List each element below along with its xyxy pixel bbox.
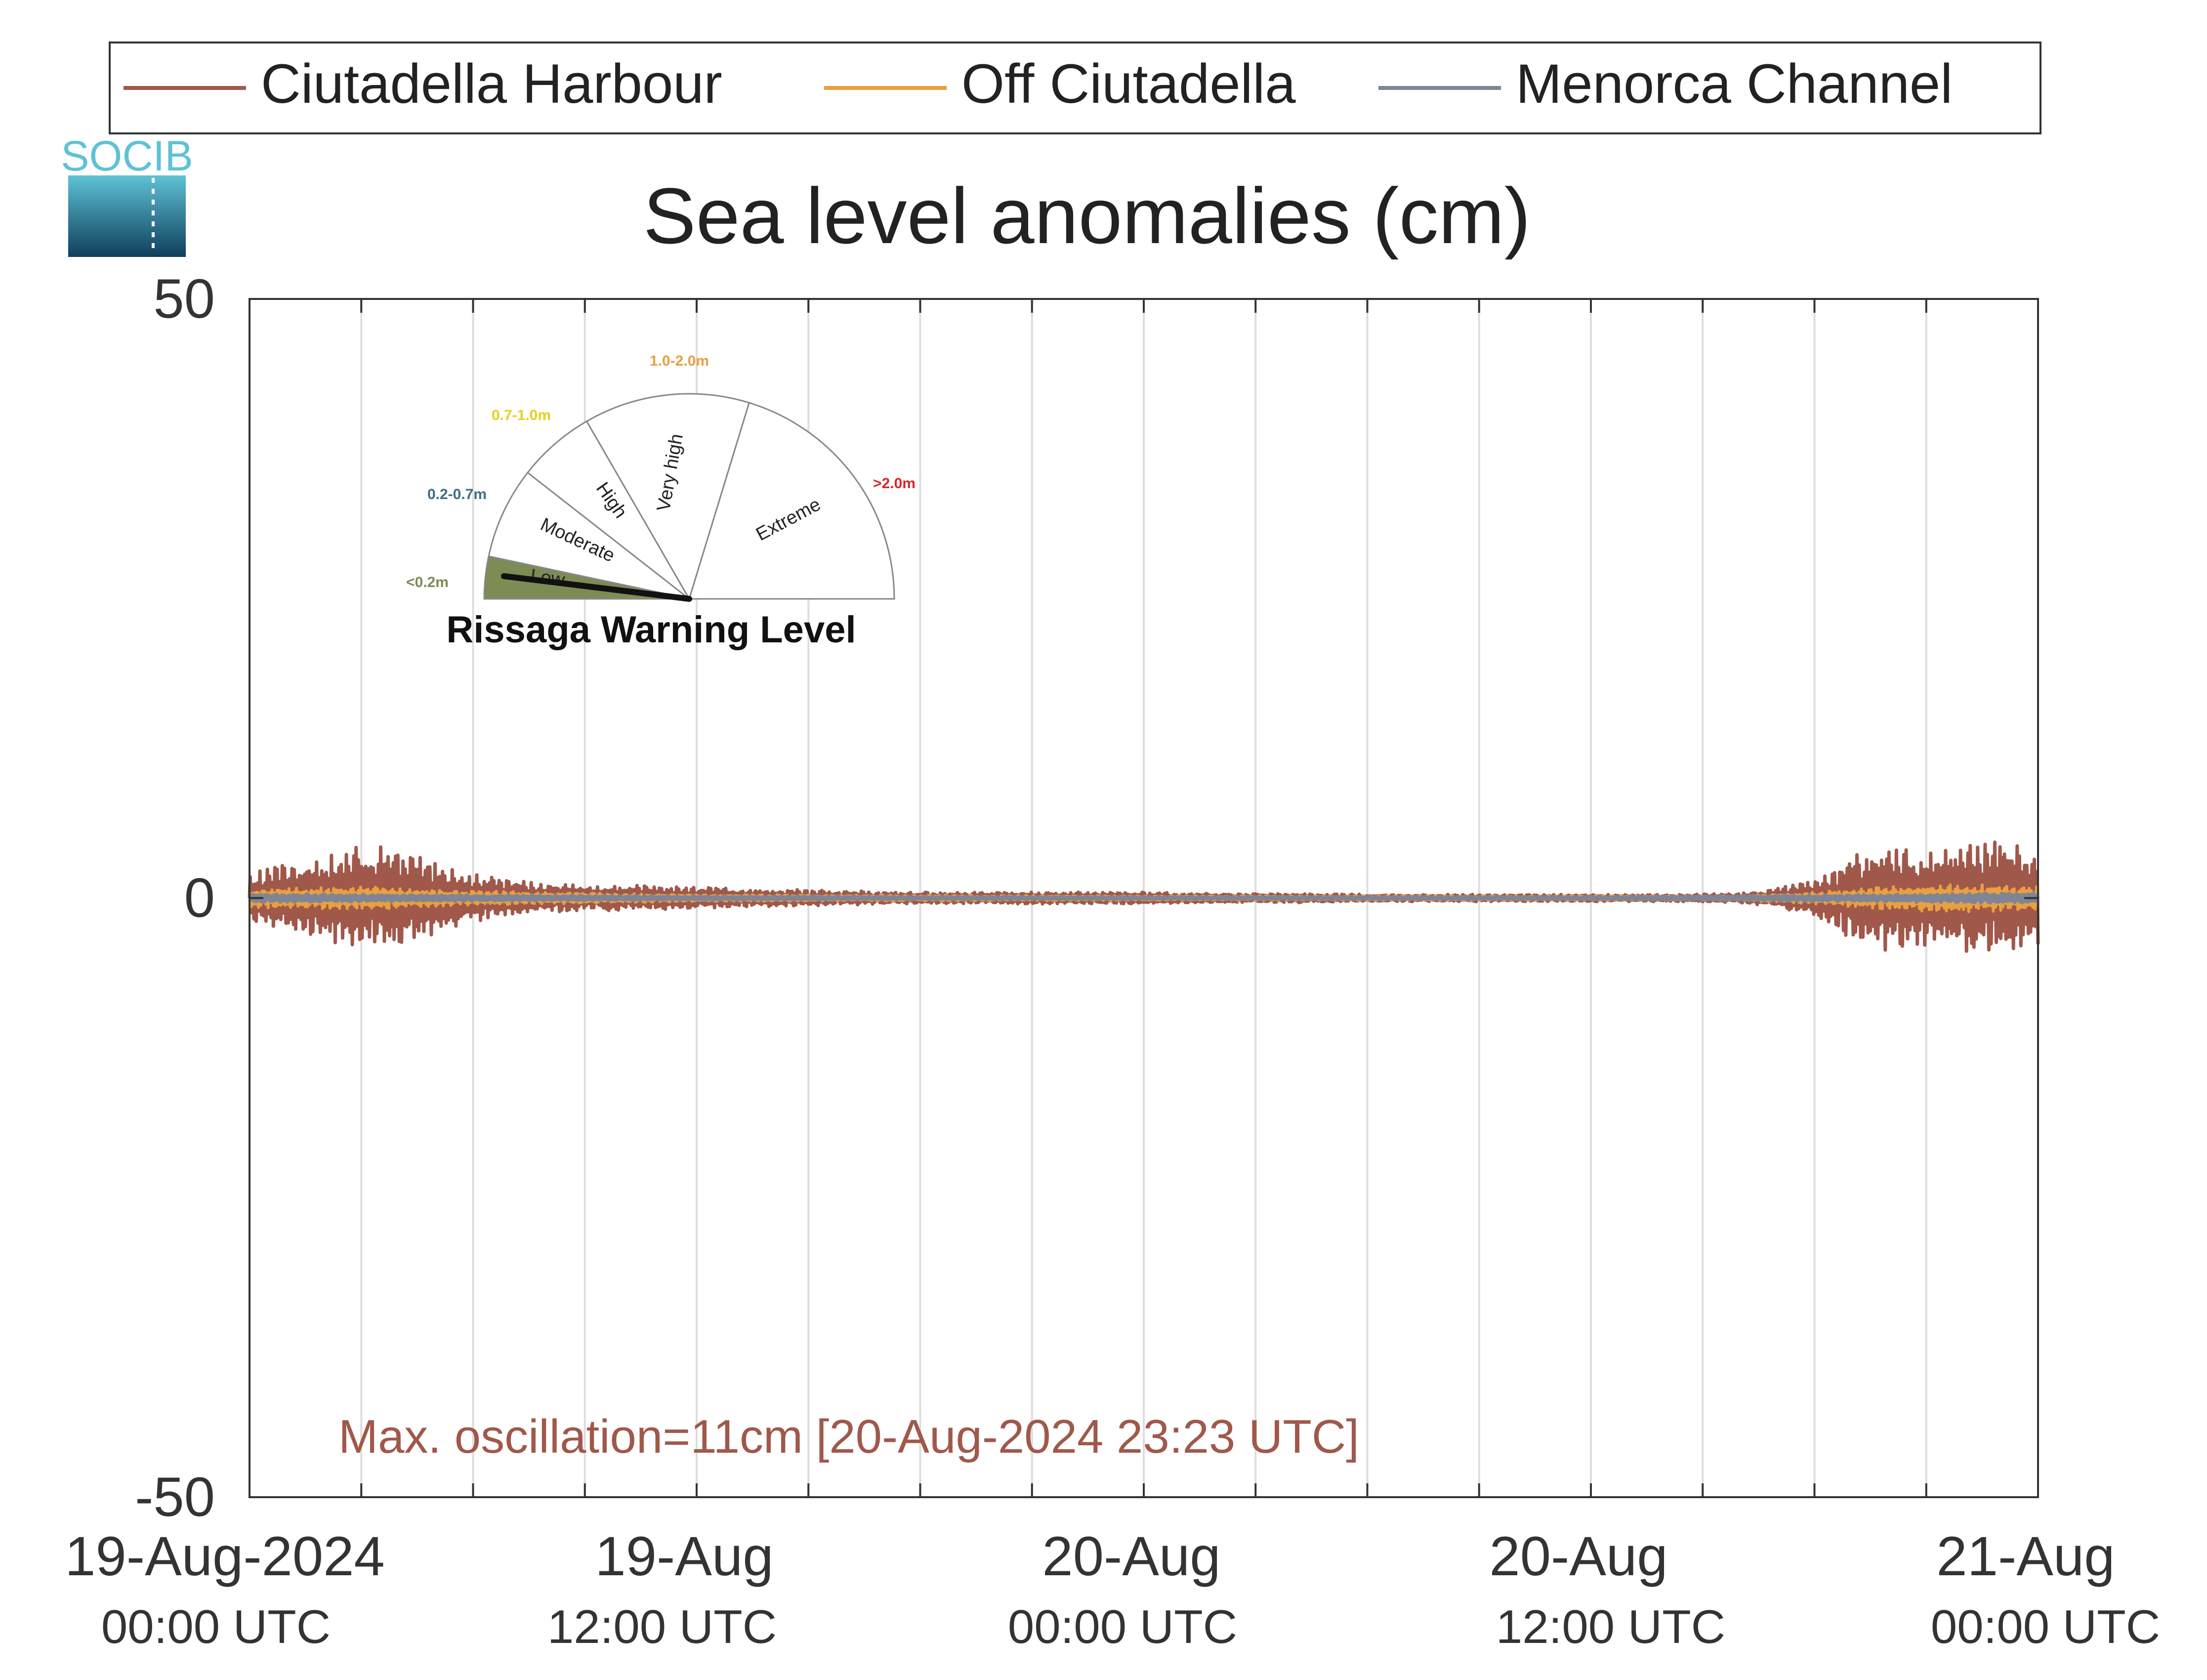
legend-box	[109, 42, 2041, 134]
chart-title: Sea level anomalies (cm)	[643, 171, 1531, 260]
x-tick-date: 20-Aug	[1489, 1525, 1667, 1587]
x-tick-date: 21-Aug	[1936, 1525, 2115, 1587]
x-tick-time: 00:00 UTC	[1931, 1600, 2160, 1653]
legend-item: Menorca Channel	[1378, 53, 1953, 115]
x-tick-label: 20-Aug 00:00 UTC	[1008, 1525, 1237, 1653]
gauge-range-label: 1.0-2.0m	[650, 353, 709, 369]
legend-label: Menorca Channel	[1516, 53, 1953, 115]
legend-label: Off Ciutadella	[961, 53, 1296, 115]
x-tick-time: 12:00 UTC	[547, 1600, 777, 1653]
x-tick-label: 19-Aug-2024 00:00 UTC	[65, 1525, 385, 1653]
x-tick-label: 21-Aug 00:00 UTC	[1931, 1525, 2160, 1653]
x-tick-date: 20-Aug	[1042, 1525, 1220, 1587]
gauge-title: Rissaga Warning Level	[446, 609, 856, 651]
y-tick-label: 50	[153, 268, 215, 330]
x-tick-date: 19-Aug	[595, 1525, 773, 1587]
gauge-segment	[526, 420, 690, 600]
legend-item: Ciutadella Harbour	[124, 53, 722, 115]
socib-logo: SOCIB	[61, 132, 193, 257]
legend-item: Off Ciutadella	[824, 53, 1296, 115]
gauge-range-label: <0.2m	[406, 574, 449, 590]
y-tick-label: 0	[184, 867, 215, 929]
series-lines	[248, 840, 2040, 953]
series-line	[248, 891, 2040, 905]
logo-text: SOCIB	[61, 132, 193, 180]
gauge-segment	[488, 471, 690, 600]
x-tick-label: 19-Aug 12:00 UTC	[547, 1525, 777, 1653]
x-tick-time: 12:00 UTC	[1496, 1600, 1725, 1653]
gauge-needle	[501, 573, 692, 602]
legend: Ciutadella Harbour Off Ciutadella Menorca …	[109, 42, 2041, 134]
x-tick-time: 00:00 UTC	[1008, 1600, 1237, 1653]
gauge-segment	[688, 402, 895, 600]
gauge-segment	[585, 393, 750, 601]
gauge-range-label: 0.2-0.7m	[427, 486, 487, 503]
y-axis: 50 0 -50	[135, 268, 2038, 1528]
x-tick-date: 19-Aug-2024	[65, 1525, 385, 1587]
logo-wave-block	[68, 175, 186, 257]
gauge-range-label: 0.7-1.0m	[492, 407, 551, 423]
y-tick-label: -50	[135, 1466, 215, 1528]
gauge-range-label: >2.0m	[873, 475, 916, 492]
max-oscillation-annotation: Max. oscillation=11cm [20-Aug-2024 23:23…	[338, 1410, 1359, 1463]
x-tick-time: 00:00 UTC	[101, 1600, 331, 1653]
legend-label: Ciutadella Harbour	[261, 53, 722, 115]
x-tick-label: 20-Aug 12:00 UTC	[1489, 1525, 1725, 1653]
